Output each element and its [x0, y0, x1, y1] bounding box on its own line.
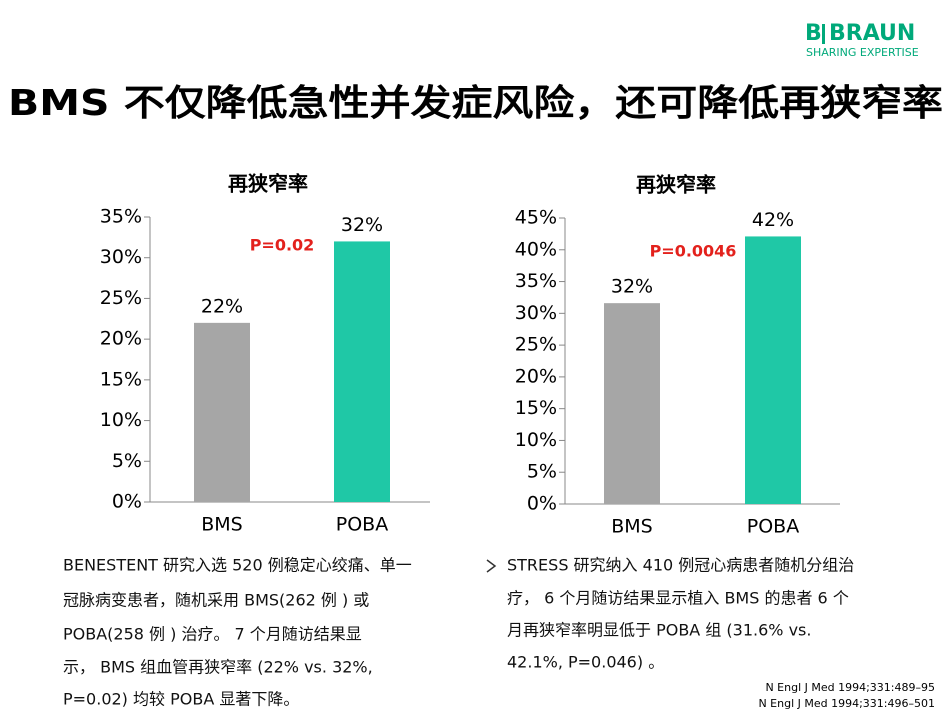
bullet	[486, 559, 497, 573]
text-line: 疗， 6 个月随访结果显示植入 BMS 的患者 6 个	[507, 589, 849, 608]
y-tick-label: 35%	[100, 206, 142, 228]
chart-title: 再狭窄率	[636, 173, 716, 197]
annotation: P=0.0046	[650, 242, 737, 261]
slide-title: BMS 不仅降低急性并发症风险，还可降低再狭窄率	[8, 82, 943, 124]
text-line: 42.1%, P=0.046) 。	[507, 653, 664, 672]
right-text: STRESS 研究纳入 410 例冠心病患者随机分组治 疗， 6 个月随访结果显…	[486, 556, 854, 672]
logo-tagline: SHARING EXPERTISE	[806, 46, 919, 59]
text-line: 月再狭窄率明显低于 POBA 组 (31.6% vs.	[507, 621, 811, 640]
reference: N Engl J Med 1994;331:489–95	[765, 681, 935, 694]
bar	[334, 241, 390, 502]
y-tick-label: 0%	[112, 491, 142, 513]
text-line: P=0.02) 均较 POBA 显著下降。	[63, 690, 299, 709]
y-tick-label: 35%	[515, 270, 557, 292]
logo-left: B	[805, 21, 822, 46]
bar	[194, 322, 250, 502]
text-line: STRESS 研究纳入 410 例冠心病患者随机分组治	[507, 556, 854, 575]
value-label: 32%	[341, 214, 383, 236]
logo-right: BRAUN	[829, 21, 915, 46]
reference: N Engl J Med 1994;331:496–501	[758, 697, 935, 710]
y-tick-label: 5%	[112, 450, 142, 472]
text-line: BENESTENT 研究入选 520 例稳定心绞痛、单一	[63, 556, 412, 575]
y-tick-label: 20%	[515, 365, 557, 387]
value-label: 22%	[201, 295, 243, 317]
x-tick-label: POBA	[747, 516, 799, 538]
y-tick-label: 0%	[527, 493, 557, 515]
annotation: P=0.02	[250, 236, 315, 255]
text-line: 示， BMS 组血管再狭窄率 (22% vs. 32%,	[63, 658, 373, 677]
y-tick-label: 45%	[515, 207, 557, 229]
y-tick-label: 30%	[515, 302, 557, 324]
x-tick-label: BMS	[201, 514, 243, 536]
y-tick-label: 25%	[515, 334, 557, 356]
text-line: POBA(258 例 ) 治疗。 7 个月随访结果显	[63, 625, 362, 644]
y-tick-label: 20%	[100, 328, 142, 350]
bar	[745, 236, 801, 505]
y-tick-label: 10%	[515, 429, 557, 451]
y-tick-label: 25%	[100, 287, 142, 309]
chart-title: 再狭窄率	[228, 172, 308, 196]
logo-separator	[822, 24, 825, 44]
y-tick-label: 30%	[100, 246, 142, 268]
y-tick-label: 15%	[515, 397, 557, 419]
text-line: 冠脉病变患者，随机采用 BMS(262 例 ) 或	[63, 591, 369, 610]
x-tick-label: POBA	[336, 514, 388, 536]
y-tick-label: 40%	[515, 238, 557, 260]
x-tick-label: BMS	[611, 516, 653, 538]
left-text: BENESTENT 研究入选 520 例稳定心绞痛、单一 冠脉病变患者，随机采用…	[63, 556, 412, 709]
y-tick-label: 15%	[100, 368, 142, 390]
bar	[604, 303, 660, 504]
y-tick-label: 5%	[527, 461, 557, 483]
value-label: 42%	[752, 209, 794, 231]
value-label: 32%	[611, 276, 653, 298]
y-tick-label: 10%	[100, 409, 142, 431]
